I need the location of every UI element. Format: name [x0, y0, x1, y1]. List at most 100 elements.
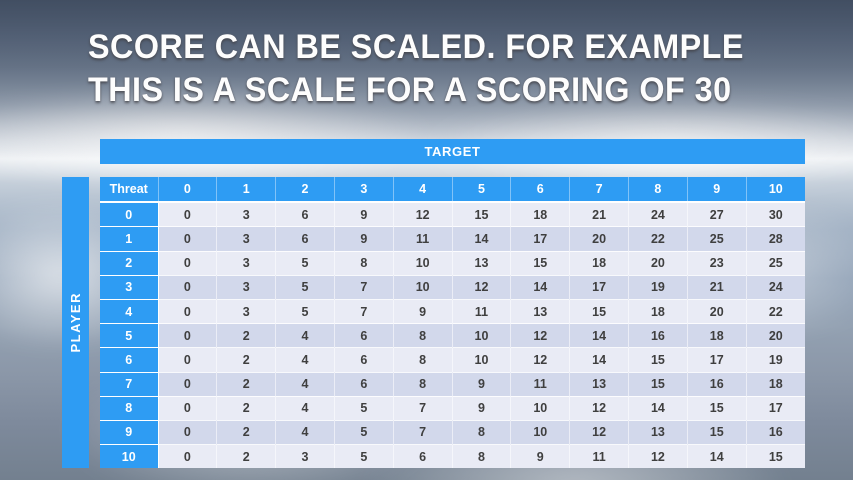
score-cell: 9 [452, 371, 512, 397]
column-header: 3 [334, 177, 394, 203]
row-header: 3 [100, 274, 159, 300]
table-row: 2 0 3 5 8 10 13 15 18 20 23 25 [100, 250, 805, 276]
score-cell: 2 [216, 395, 277, 421]
score-cell: 15 [569, 298, 629, 324]
column-header: 5 [452, 177, 512, 203]
score-cell: 22 [628, 226, 688, 252]
score-cell: 2 [216, 371, 277, 397]
score-cell: 8 [393, 371, 453, 397]
score-cell: 3 [216, 201, 277, 227]
score-table-body: 0 0 3 6 9 12 15 18 21 24 27 30 1 0 3 6 9 11 14 17 20 22 25 28 2 0… [100, 201, 805, 468]
table-row: 10 0 2 3 5 6 8 9 11 12 14 15 [100, 444, 805, 468]
score-cell: 12 [452, 274, 512, 300]
score-cell: 10 [393, 250, 453, 276]
player-axis-header: PLAYER [62, 177, 89, 468]
score-cell: 11 [510, 371, 571, 397]
score-cell: 12 [628, 444, 688, 468]
target-label: TARGET [424, 144, 481, 159]
score-cell: 10 [393, 274, 453, 300]
score-cell: 16 [628, 323, 688, 348]
table-row: 0 0 3 6 9 12 15 18 21 24 27 30 [100, 201, 805, 227]
score-cell: 15 [452, 201, 512, 227]
title-line-2: THIS IS A SCALE FOR A SCORING OF 30 [88, 71, 732, 109]
score-cell: 18 [687, 323, 747, 348]
table-row: 1 0 3 6 9 11 14 17 20 22 25 28 [100, 226, 805, 252]
score-cell: 3 [216, 250, 277, 276]
score-cell: 0 [158, 250, 218, 276]
score-cell: 0 [158, 274, 218, 300]
score-cell: 18 [569, 250, 629, 276]
row-header: 1 [100, 226, 159, 252]
score-cell: 11 [393, 226, 453, 252]
player-label: PLAYER [68, 292, 83, 353]
table-row: 7 0 2 4 6 8 9 11 13 15 16 18 [100, 371, 805, 397]
score-cell: 18 [746, 371, 805, 397]
score-cell: 5 [334, 395, 394, 421]
score-cell: 7 [334, 298, 394, 324]
score-cell: 0 [158, 419, 218, 445]
score-cell: 8 [334, 250, 394, 276]
score-cell: 13 [510, 298, 571, 324]
score-cell: 22 [746, 298, 805, 324]
table-row: 5 0 2 4 6 8 10 12 14 16 18 20 [100, 323, 805, 348]
score-cell: 15 [687, 419, 747, 445]
row-header: 10 [100, 444, 159, 468]
column-header: 1 [216, 177, 277, 203]
score-cell: 24 [628, 201, 688, 227]
score-cell: 25 [746, 250, 805, 276]
score-cell: 0 [158, 201, 218, 227]
score-cell: 14 [687, 444, 747, 468]
score-cell: 2 [216, 444, 277, 468]
score-cell: 27 [687, 201, 747, 227]
row-header: 7 [100, 371, 159, 397]
score-cell: 5 [275, 298, 335, 324]
score-cell: 20 [687, 298, 747, 324]
score-cell: 9 [334, 201, 394, 227]
score-table: Threat 0 1 2 3 4 5 6 7 8 9 10 0 0 3 6 9 12 15 18 21 24 27 30 1… [100, 177, 805, 468]
score-cell: 10 [452, 323, 512, 348]
score-cell: 6 [393, 444, 453, 468]
score-cell: 2 [216, 347, 277, 373]
row-header: 8 [100, 395, 159, 421]
score-cell: 13 [628, 419, 688, 445]
score-cell: 15 [687, 395, 747, 421]
score-cell: 9 [510, 444, 571, 468]
score-cell: 10 [452, 347, 512, 373]
row-header: 5 [100, 323, 159, 348]
score-cell: 3 [216, 226, 277, 252]
score-cell: 9 [393, 298, 453, 324]
score-cell: 8 [393, 347, 453, 373]
score-cell: 5 [334, 419, 394, 445]
score-cell: 18 [628, 298, 688, 324]
score-cell: 12 [569, 395, 629, 421]
score-cell: 30 [746, 201, 805, 227]
score-cell: 23 [687, 250, 747, 276]
row-header: 0 [100, 201, 159, 227]
score-cell: 11 [452, 298, 512, 324]
column-header: 2 [275, 177, 335, 203]
column-header: 0 [158, 177, 218, 203]
score-cell: 14 [510, 274, 571, 300]
score-cell: 12 [510, 323, 571, 348]
score-cell: 0 [158, 395, 218, 421]
score-cell: 0 [158, 323, 218, 348]
score-cell: 14 [569, 323, 629, 348]
score-cell: 14 [569, 347, 629, 373]
score-cell: 12 [569, 419, 629, 445]
score-cell: 16 [746, 419, 805, 445]
score-cell: 6 [334, 323, 394, 348]
score-cell: 13 [452, 250, 512, 276]
score-cell: 15 [628, 371, 688, 397]
score-cell: 6 [334, 347, 394, 373]
score-cell: 0 [158, 444, 218, 468]
column-header: 9 [687, 177, 747, 203]
score-cell: 10 [510, 395, 571, 421]
score-cell: 25 [687, 226, 747, 252]
score-cell: 3 [216, 274, 277, 300]
score-cell: 17 [687, 347, 747, 373]
title-line-1: SCORE CAN BE SCALED. FOR EXAMPLE [88, 28, 744, 66]
target-axis-header: TARGET [100, 139, 805, 164]
column-header: 4 [393, 177, 453, 203]
score-cell: 5 [275, 250, 335, 276]
